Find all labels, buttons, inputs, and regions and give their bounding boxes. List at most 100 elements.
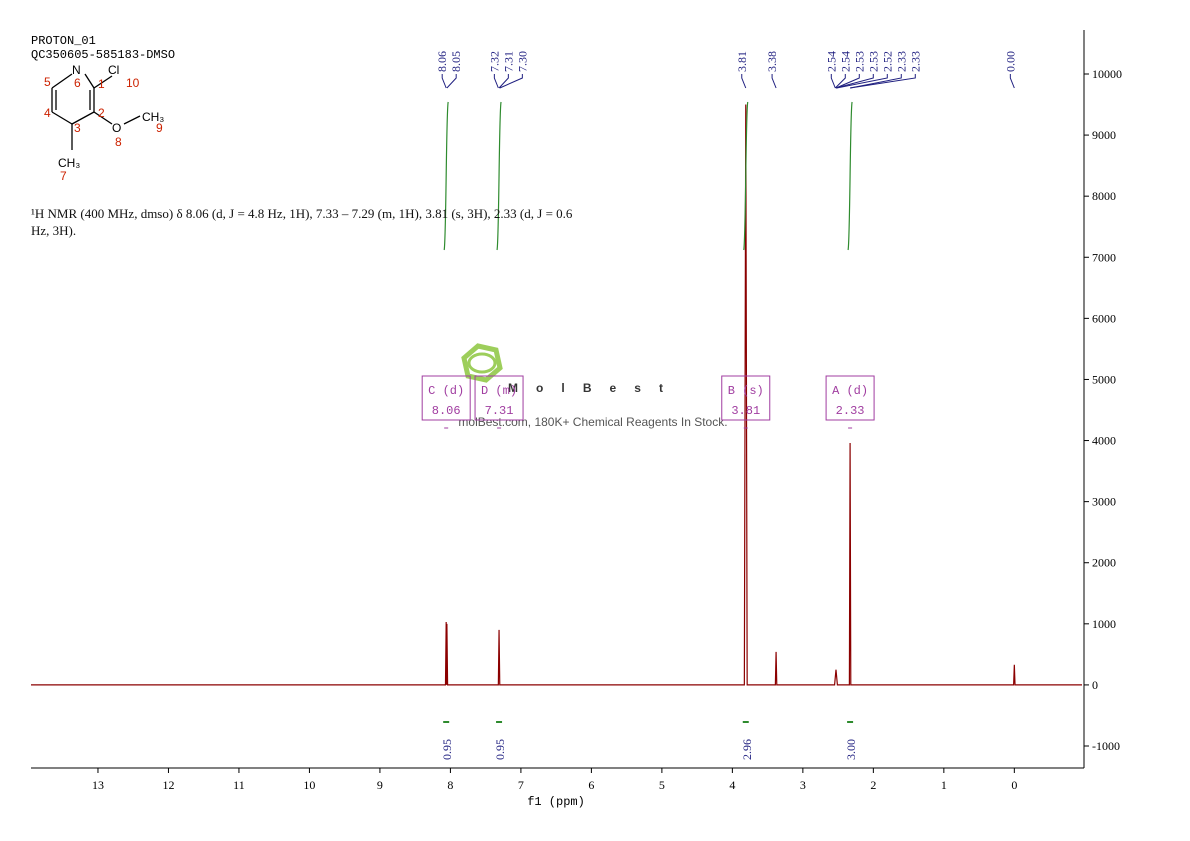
description: ¹H NMR (400 MHz, dmso) δ 8.06 (d, J = 4.… (31, 206, 573, 238)
x-tick-label: 5 (659, 778, 665, 792)
atom-number: 7 (60, 169, 67, 183)
peak-label: 2.54 (838, 51, 852, 72)
y-tick-label: 1000 (1092, 617, 1116, 631)
x-tick-label: 1 (941, 778, 947, 792)
x-tick-label: 7 (518, 778, 524, 792)
peak-leader (830, 74, 836, 89)
peak-label: 2.33 (908, 51, 922, 72)
atom-number: 8 (115, 135, 122, 149)
atom-number: 5 (44, 75, 51, 89)
atom: N (72, 63, 81, 77)
atom: Cl (108, 63, 119, 77)
peak-leader (836, 74, 888, 89)
peak-leader (741, 74, 747, 89)
title: PROTON_01 (31, 34, 96, 48)
y-tick-label: 4000 (1092, 434, 1116, 448)
multiplet-name: A (d) (832, 384, 868, 398)
peak-label: 7.30 (515, 51, 529, 72)
y-tick-label: 3000 (1092, 495, 1116, 509)
peak-label: 2.52 (880, 51, 894, 72)
multiplet-box (721, 375, 771, 421)
atom-number: 6 (74, 76, 81, 90)
atom-number: 4 (44, 106, 51, 120)
x-tick-label: 4 (729, 778, 735, 792)
integral-label: 0.95 (440, 739, 454, 760)
x-tick-label: 9 (377, 778, 383, 792)
watermark-tagline: molBest.com, 180K+ Chemical Reagents In … (458, 415, 727, 429)
y-tick-label: 6000 (1092, 311, 1116, 325)
y-tick-label: -1000 (1092, 739, 1120, 753)
peak-leader (499, 74, 523, 89)
peak-label: 8.05 (449, 51, 463, 72)
structure (51, 73, 141, 150)
spectrum-line (31, 104, 1082, 686)
x-tick-label: 11 (233, 778, 245, 792)
x-axis-label: f1 (ppm) (527, 795, 585, 809)
atom-number: 2 (98, 106, 105, 120)
multiplet-name: C (d) (428, 384, 464, 398)
peak-leader (1009, 74, 1015, 89)
x-tick-label: 8 (447, 778, 453, 792)
integral-label: 2.96 (740, 739, 754, 760)
x-tick-label: 13 (92, 778, 104, 792)
multiplet-shift: 8.06 (432, 404, 461, 418)
x-tick-label: 12 (162, 778, 174, 792)
atom-number: 9 (156, 121, 163, 135)
peak-label: 3.81 (735, 51, 749, 72)
atom: O (112, 121, 121, 135)
integral-curve (443, 101, 449, 251)
integral-curve (496, 101, 502, 251)
peak-leader (835, 74, 874, 89)
y-tick-label: 7000 (1092, 250, 1116, 264)
multiplet-box (421, 375, 471, 421)
multiplet-shift: 3.81 (731, 404, 760, 418)
multiplet-box (474, 375, 524, 421)
peak-leader (493, 74, 499, 89)
peak-label: 2.53 (852, 51, 866, 72)
watermark-brand: MolBest (508, 381, 663, 395)
peak-leader (446, 74, 457, 89)
x-tick-label: 3 (800, 778, 806, 792)
peak-leader (771, 74, 777, 89)
y-tick-label: 5000 (1092, 372, 1116, 386)
integral-label: 0.95 (493, 739, 507, 760)
peak-leader (834, 74, 846, 89)
peak-leader (498, 74, 509, 89)
integral-curve (847, 101, 853, 251)
peak-leader (835, 74, 860, 89)
watermark (461, 343, 503, 383)
peak-label: 7.31 (501, 51, 515, 72)
y-tick-label: 10000 (1092, 67, 1122, 81)
x-tick-label: 10 (303, 778, 315, 792)
multiplet-name: B (s) (728, 384, 764, 398)
x-tick-label: 6 (588, 778, 594, 792)
multiplet-name: D (m) (481, 384, 517, 398)
x-tick-label: 0 (1011, 778, 1017, 792)
peak-label: 0.00 (1003, 51, 1017, 72)
integral-label: 3.00 (844, 739, 858, 760)
peak-leader (849, 74, 902, 89)
atom-number: 1 (98, 77, 105, 91)
y-tick-label: 8000 (1092, 189, 1116, 203)
multiplet-shift: 2.33 (836, 404, 865, 418)
peak-label: 3.38 (765, 51, 779, 72)
atom: CH₃ (142, 110, 164, 124)
multiplet-shift: 7.31 (485, 404, 514, 418)
peak-label: 7.32 (487, 51, 501, 72)
atom-number: 10 (126, 76, 140, 90)
subtitle: QC350605-585183-DMSO (31, 48, 175, 62)
atom: CH₃ (58, 156, 80, 170)
integral-curve (743, 101, 749, 251)
peak-label: 2.54 (824, 51, 838, 72)
peak-label: 2.53 (866, 51, 880, 72)
multiplet-box (825, 375, 875, 421)
peak-leader (441, 74, 447, 89)
y-tick-label: 2000 (1092, 556, 1116, 570)
peak-leader (850, 74, 916, 89)
peak-label: 8.06 (435, 51, 449, 72)
y-tick-label: 9000 (1092, 128, 1116, 142)
atom-number: 3 (74, 121, 81, 135)
y-tick-label: 0 (1092, 678, 1098, 692)
